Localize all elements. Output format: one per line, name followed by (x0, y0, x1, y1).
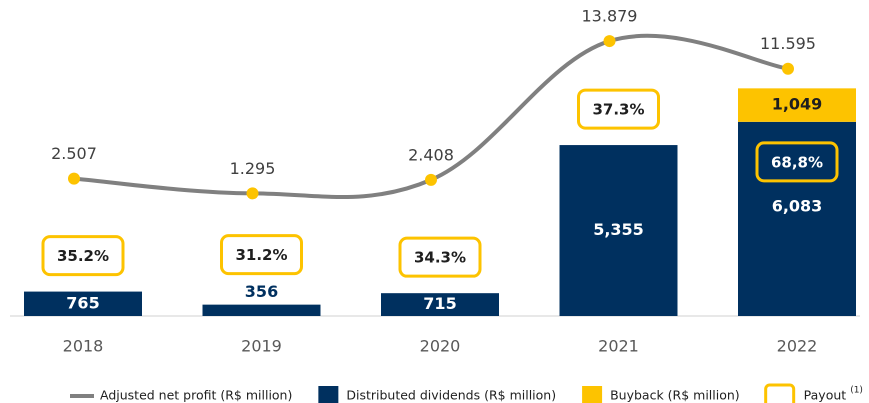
bar (559, 145, 678, 316)
profit-marker (603, 35, 616, 48)
legend-swatch (582, 386, 603, 403)
bar-value-label: 1,049 (772, 95, 823, 114)
legend-swatch (318, 386, 339, 403)
payout-label: 68,8% (771, 153, 823, 171)
payout-label: 35.2% (57, 247, 109, 265)
legend-label: Buyback (R$ million) (610, 388, 740, 403)
x-tick-label: 2020 (420, 337, 461, 356)
profit-label: 11.595 (760, 34, 816, 53)
payout-label: 34.3% (414, 249, 466, 267)
x-tick-label: 2022 (777, 337, 818, 356)
bar (202, 304, 321, 316)
profit-marker (68, 172, 80, 185)
profit-marker (425, 173, 437, 186)
payout-box (41, 235, 125, 277)
legend-swatch (764, 383, 796, 403)
payout-label: 31.2% (235, 246, 287, 264)
bar-value-label: 715 (423, 294, 456, 313)
bar-value-label: 6,083 (772, 196, 823, 215)
bar (381, 293, 499, 316)
payout-box (755, 141, 839, 183)
profit-label: 1.295 (230, 159, 276, 178)
payout-label: 37.3% (592, 101, 644, 119)
profit-label: 2.408 (408, 145, 454, 164)
legend-label: Adjusted net profit (R$ million) (100, 388, 292, 403)
legend-label: Distributed dividends (R$ million) (346, 388, 556, 403)
legend-footnote: (1) (850, 386, 863, 396)
x-tick-label: 2021 (598, 337, 639, 356)
payout-box (220, 234, 303, 276)
bar (738, 88, 856, 122)
profit-marker (782, 62, 794, 75)
legend: Adjusted net profit (R$ million) Distribu… (70, 383, 863, 403)
profit-label: 2.507 (51, 144, 97, 163)
legend-label: Payout (804, 388, 847, 403)
x-tick-label: 2018 (63, 337, 104, 356)
profit-marker (246, 187, 259, 200)
bar-value-label: 356 (245, 282, 278, 301)
x-tick-label: 2019 (241, 337, 282, 356)
bar-value-label: 5,355 (593, 220, 644, 239)
payout-box (398, 236, 482, 278)
bar-value-label: 765 (66, 293, 99, 312)
payout-box (577, 88, 660, 130)
profit-label: 13.879 (582, 7, 638, 26)
bar (24, 291, 142, 316)
profit-line (73, 33, 789, 199)
